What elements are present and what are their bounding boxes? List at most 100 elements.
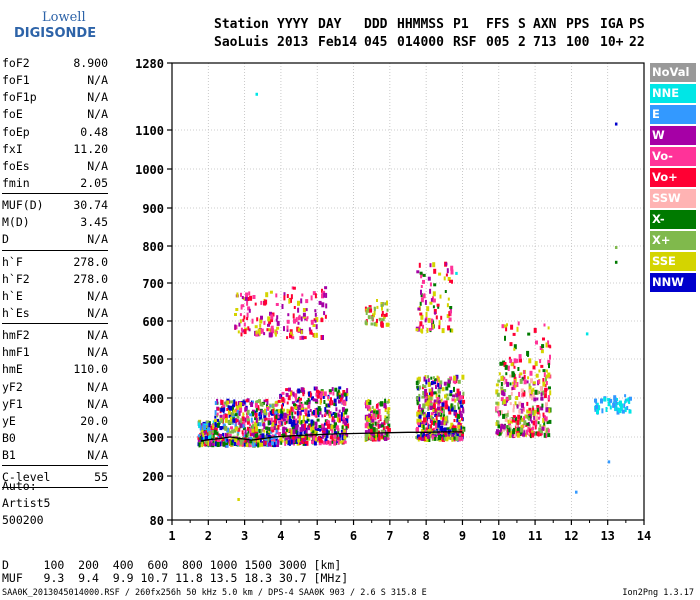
- echo-point: [455, 393, 459, 398]
- echo-point: [311, 430, 315, 434]
- param-value: N/A: [87, 288, 108, 303]
- echo-point: [529, 395, 533, 399]
- echo-point: [205, 440, 208, 444]
- echo-point: [500, 426, 502, 432]
- echo-point: [328, 420, 330, 425]
- echo-point: [241, 296, 244, 299]
- echo-point: [426, 419, 429, 424]
- echo-point: [324, 314, 327, 319]
- echo-point: [497, 424, 501, 429]
- echo-point: [435, 415, 438, 421]
- auto-method: Artist5: [2, 496, 51, 510]
- echo-point: [434, 378, 437, 382]
- echo-point: [535, 340, 538, 345]
- param-separator: [2, 487, 108, 489]
- echo-point: [304, 440, 307, 444]
- echo-point: [457, 402, 460, 407]
- echo-point: [245, 292, 249, 298]
- echo-point: [260, 315, 263, 320]
- echo-point: [325, 421, 328, 426]
- echo-point: [332, 391, 335, 396]
- echo-point: [302, 440, 305, 444]
- param-row: h`F 278.0: [2, 254, 108, 271]
- echo-point: [261, 402, 264, 407]
- echo-point: [547, 326, 550, 330]
- echo-point: [332, 424, 336, 429]
- echo-point: [259, 318, 263, 324]
- echo-point: [378, 435, 381, 441]
- echo-point: [420, 289, 422, 295]
- echo-point: [430, 298, 433, 303]
- x-tick-label: 11: [528, 529, 542, 543]
- echo-point: [290, 439, 293, 445]
- echo-point: [326, 429, 329, 435]
- echo-point: [301, 335, 305, 340]
- echo-point: [328, 414, 331, 419]
- echo-point: [234, 423, 237, 429]
- echo-point: [326, 419, 330, 424]
- echo-point: [307, 436, 311, 441]
- echo-point: [543, 432, 546, 438]
- echo-point: [240, 423, 244, 428]
- echo-point: [238, 441, 241, 446]
- echo-point: [240, 332, 243, 337]
- echo-point: [367, 399, 370, 402]
- echo-point: [202, 432, 205, 437]
- echo-point: [509, 382, 512, 386]
- echo-point: [239, 319, 242, 324]
- echo-point: [321, 288, 323, 293]
- echo-point: [331, 437, 335, 442]
- echo-point: [540, 392, 543, 397]
- echo-point: [423, 435, 426, 441]
- header-row2-cell: 22: [629, 35, 645, 50]
- echo-point: [298, 416, 301, 420]
- param-value: N/A: [87, 90, 108, 105]
- echo-point: [543, 372, 546, 378]
- echo-point: [286, 325, 289, 330]
- echo-point: [532, 413, 536, 417]
- echo-point: [518, 409, 522, 414]
- echo-point: [526, 422, 530, 426]
- echo-point: [457, 419, 461, 423]
- echo-point: [449, 393, 453, 397]
- echo-point: [603, 397, 606, 402]
- echo-point: [444, 433, 447, 437]
- echo-point: [255, 330, 258, 335]
- echo-point: [270, 426, 274, 430]
- echo-point: [451, 436, 454, 442]
- echo-point: [511, 373, 515, 378]
- echo-point: [340, 412, 343, 417]
- echo-point: [428, 392, 431, 396]
- echo-point: [507, 425, 510, 429]
- echo-point: [547, 359, 551, 365]
- echo-point: [322, 424, 325, 429]
- echo-point: [230, 440, 234, 446]
- echo-point: [332, 416, 335, 421]
- echo-point: [510, 431, 513, 436]
- echo-point: [337, 389, 340, 393]
- echo-point: [427, 423, 430, 428]
- echo-point: [273, 436, 276, 441]
- echo-point: [344, 419, 346, 423]
- echo-point: [222, 423, 226, 427]
- echo-point: [330, 424, 334, 430]
- echo-point: [276, 442, 279, 447]
- echo-point: [509, 402, 512, 406]
- echo-point: [279, 394, 282, 399]
- echo-point: [346, 423, 350, 429]
- echo-point: [317, 437, 319, 442]
- digisonde-logo: Lowell DIGISONDE: [2, 4, 122, 44]
- echo-point: [267, 438, 270, 442]
- echo-point: [458, 395, 461, 401]
- echo-point: [505, 425, 508, 429]
- echo-point: [343, 392, 347, 397]
- echo-point: [528, 383, 531, 387]
- echo-point: [459, 399, 462, 405]
- echo-point: [448, 311, 451, 317]
- echo-point: [275, 437, 278, 442]
- echo-point: [431, 435, 435, 440]
- echo-point: [287, 395, 291, 401]
- echo-point: [450, 265, 454, 271]
- echo-point: [455, 433, 458, 437]
- echo-point: [281, 439, 284, 443]
